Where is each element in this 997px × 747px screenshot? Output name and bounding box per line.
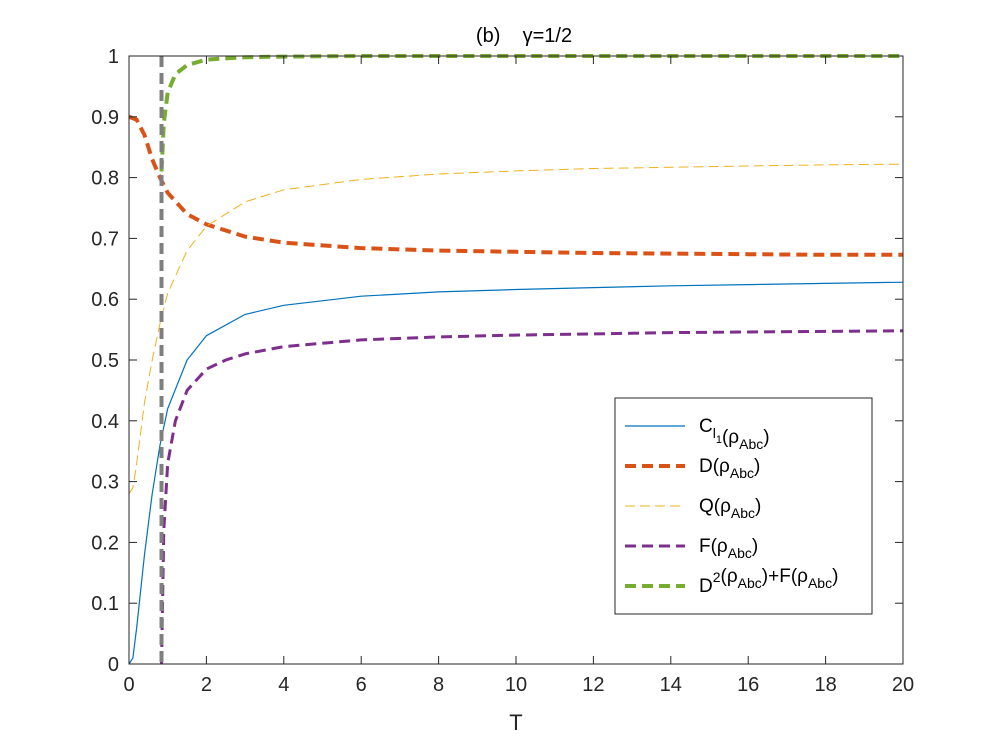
- x-tick-label: 12: [582, 674, 604, 696]
- chart-title: (b) γ=1/2: [476, 25, 572, 47]
- y-tick-label: 0: [108, 654, 119, 676]
- legend-label-4: D2(ρAbc)+F(ρAbc): [699, 566, 838, 597]
- x-axis-label: T: [509, 710, 522, 735]
- legend-label-2: Q(ρAbc): [699, 496, 761, 521]
- x-tick-label: 2: [201, 674, 212, 696]
- y-tick-label: 0.3: [91, 472, 119, 494]
- x-tick-label: 16: [737, 674, 759, 696]
- x-tick-label: 18: [814, 674, 836, 696]
- y-tick-label: 0.5: [91, 350, 119, 372]
- series-line-2: [128, 163, 904, 495]
- series-line-1: [128, 114, 903, 257]
- y-tick-label: 0.1: [91, 593, 119, 615]
- y-tick-label: 0.4: [91, 411, 119, 433]
- series-line-3: [160, 329, 904, 665]
- y-tick-label: 0.7: [91, 228, 119, 250]
- y-tick-label: 0.2: [91, 532, 119, 554]
- series-line-0: [128, 281, 904, 665]
- x-tick-label: 0: [123, 674, 134, 696]
- legend-label-1: D(ρAbc): [699, 456, 760, 481]
- x-tick-label: 4: [278, 674, 289, 696]
- series-line-4: [159, 54, 903, 172]
- series-layer: [128, 54, 904, 665]
- y-tick-label: 0.6: [91, 289, 119, 311]
- x-tick-label: 6: [356, 674, 367, 696]
- x-tick-label: 10: [505, 674, 527, 696]
- y-tick-label: 0.8: [91, 168, 119, 190]
- y-tick-label: 0.9: [91, 107, 119, 129]
- x-tick-label: 14: [660, 674, 682, 696]
- x-tick-label: 20: [892, 674, 914, 696]
- legend-label-3: F(ρAbc): [699, 536, 758, 561]
- legend: Cl1(ρAbc) D(ρAbc) Q(ρAbc) F(ρAbc) D2(ρAbc)+F…: [614, 397, 873, 615]
- legend-label-0: Cl1(ρAbc): [699, 416, 770, 452]
- y-tick-label: 1: [108, 46, 119, 68]
- ticks-layer: 0 2 4 6 8 10 12 14 16 18 20 0 0.1 0.2 0.3 0.4 0.5 0.6 0.7 0…: [91, 46, 914, 696]
- x-tick-label: 8: [433, 674, 444, 696]
